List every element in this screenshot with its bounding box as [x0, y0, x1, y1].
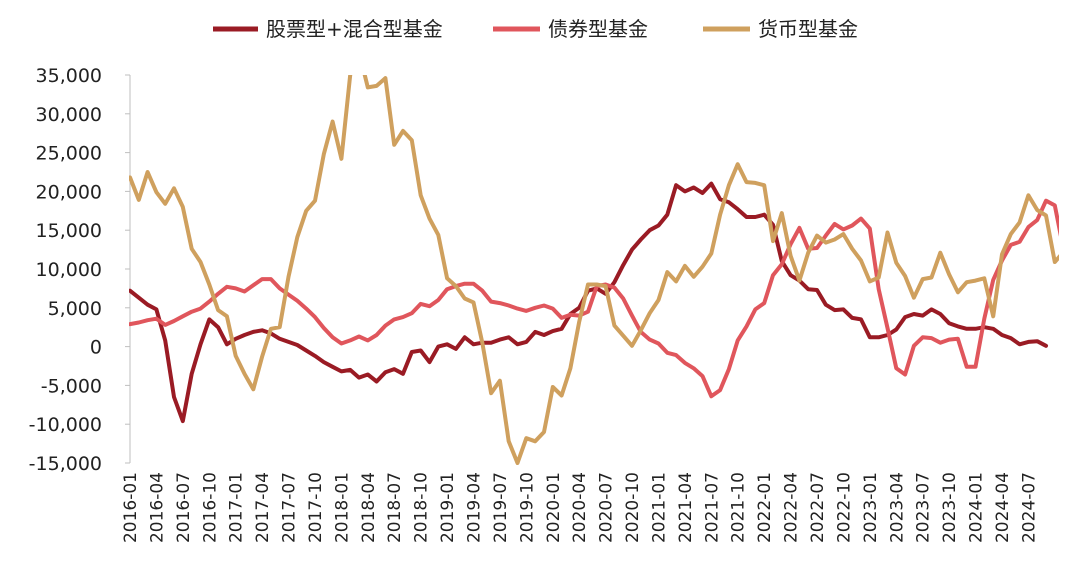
x-tick-label: 2019-04 — [465, 472, 485, 543]
x-tick-label: 2021-01 — [649, 472, 669, 543]
x-tick-label: 2023-01 — [861, 472, 881, 543]
legend-item-bond: 债券型基金 — [493, 17, 648, 41]
x-tick-label: 2022-04 — [782, 472, 802, 543]
y-tick-label: -15,000 — [29, 453, 102, 475]
x-tick-label: 2020-04 — [570, 472, 590, 543]
y-tick-label: -5,000 — [41, 375, 102, 397]
y-tick-label: 20,000 — [36, 181, 102, 203]
x-tick-label: 2017-10 — [306, 472, 326, 543]
x-tick-label: 2022-07 — [808, 472, 828, 543]
y-tick-label: -10,000 — [29, 414, 102, 436]
x-tick-label: 2019-10 — [517, 472, 537, 543]
legend-item-equity-hybrid: 股票型+混合型基金 — [213, 17, 443, 41]
x-tick-label: 2022-01 — [755, 472, 775, 543]
x-tick-label: 2019-07 — [491, 472, 511, 543]
x-tick-label: 2023-04 — [887, 472, 907, 543]
x-tick-label: 2018-10 — [412, 472, 432, 543]
x-tick-label: 2021-07 — [702, 472, 722, 543]
y-axis: -15,000 -10,000 -5,000 0 5,000 10,000 15,000 20… — [29, 65, 131, 475]
y-tick-label: 15,000 — [36, 220, 102, 242]
legend-label-equity-hybrid: 股票型+混合型基金 — [266, 17, 443, 41]
x-tick-label: 2024-01 — [967, 472, 987, 543]
x-tick-label: 2020-10 — [623, 472, 643, 543]
x-tick-label: 2017-07 — [280, 472, 300, 543]
y-tick-label: 25,000 — [36, 143, 102, 165]
y-tick-label: 5,000 — [48, 298, 102, 320]
legend-label-money-market: 货币型基金 — [758, 17, 858, 41]
x-tick-label: 2017-01 — [227, 472, 247, 543]
x-tick-label: 2016-04 — [147, 472, 167, 543]
y-tick-label: 10,000 — [36, 259, 102, 281]
series-lines — [129, 75, 1059, 465]
legend-label-bond: 债券型基金 — [548, 17, 648, 41]
y-tick-label: 35,000 — [36, 65, 102, 87]
x-tick-label: 2016-07 — [174, 472, 194, 543]
series-line-money-market — [129, 75, 1059, 465]
x-tick-label: 2018-01 — [332, 472, 352, 543]
x-tick-label: 2024-07 — [1019, 472, 1039, 543]
x-tick-label: 2020-07 — [597, 472, 617, 543]
x-tick-label: 2024-04 — [993, 472, 1013, 543]
x-tick-label: 2018-07 — [385, 472, 405, 543]
x-tick-label: 2020-01 — [544, 472, 564, 543]
x-tick-label: 2016-01 — [121, 472, 141, 543]
x-tick-label: 2019-01 — [438, 472, 458, 543]
y-tick-label: 30,000 — [36, 104, 102, 126]
legend: 股票型+混合型基金 债券型基金 货币型基金 — [213, 17, 858, 41]
series-line-bond — [129, 198, 1059, 399]
legend-item-money-market: 货币型基金 — [703, 17, 858, 41]
x-tick-label: 2016-10 — [200, 472, 220, 543]
x-axis: 2016-01 2016-04 2016-07 2016-10 2017-01 2017-… — [121, 472, 1039, 543]
x-tick-label: 2021-10 — [729, 472, 749, 543]
x-tick-label: 2018-04 — [359, 472, 379, 543]
x-tick-label: 2021-04 — [676, 472, 696, 543]
x-tick-label: 2023-07 — [914, 472, 934, 543]
x-tick-label: 2023-10 — [940, 472, 960, 543]
y-tick-label: 0 — [90, 337, 102, 359]
x-tick-label: 2017-04 — [253, 472, 273, 543]
x-tick-label: 2022-10 — [834, 472, 854, 543]
series-line-equity-hybrid — [129, 181, 1048, 424]
